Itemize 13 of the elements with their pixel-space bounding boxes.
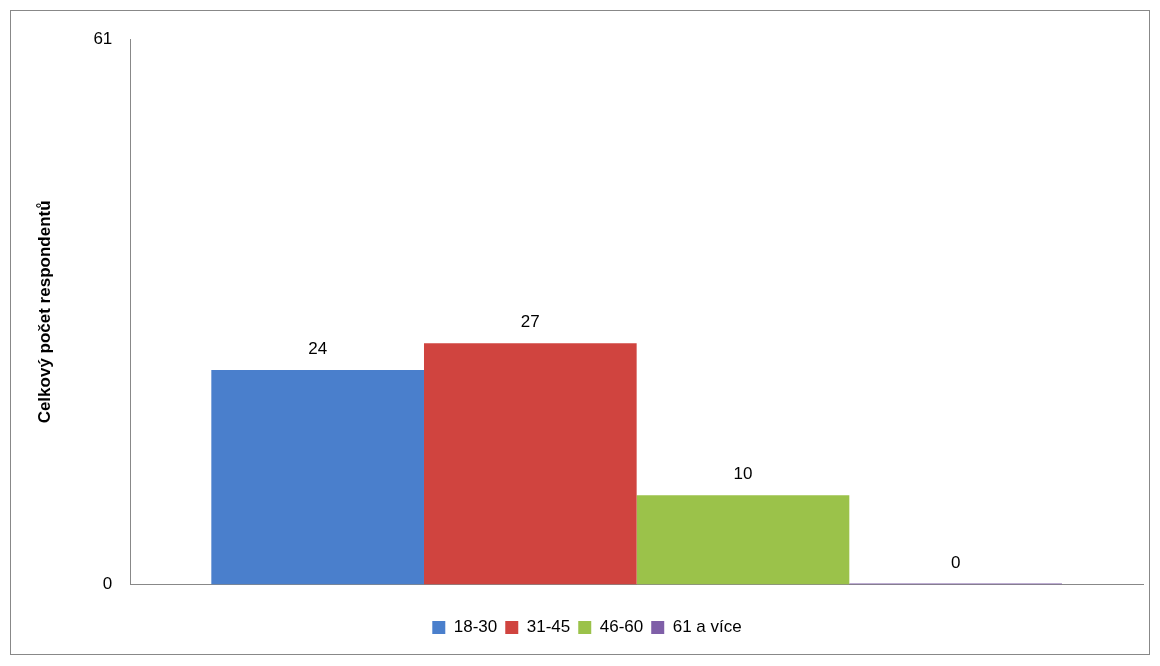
data-label: 0 (950, 552, 961, 572)
bar (211, 370, 424, 585)
legend-label: 31-45 (526, 617, 571, 637)
bar (636, 495, 850, 585)
legend-label: 18-30 (453, 617, 498, 637)
legend-label: 46-60 (599, 617, 644, 637)
y-axis-title: Celkový počet respondentů (34, 200, 54, 424)
data-label: 24 (308, 339, 328, 359)
data-label: 10 (733, 464, 753, 484)
data-label: 27 (520, 312, 540, 332)
legend-label: 61 a více (672, 617, 742, 637)
y-tick-label: 61 (93, 28, 113, 48)
bar (423, 343, 637, 585)
